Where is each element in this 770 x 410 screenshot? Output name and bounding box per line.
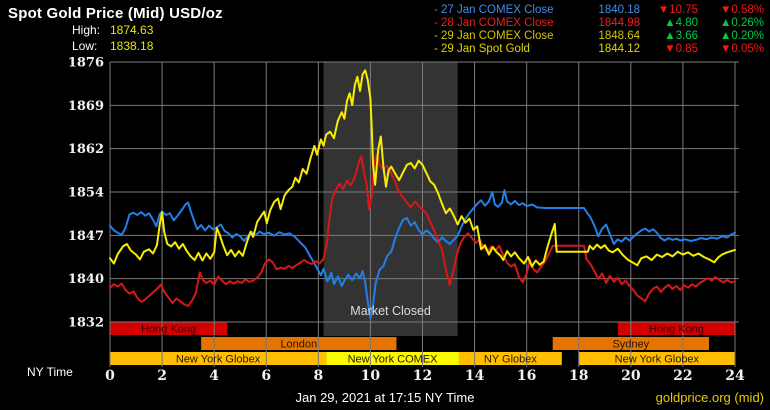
session-band (458, 352, 562, 365)
x-tick-label: 24 (725, 368, 745, 384)
session-band (617, 322, 735, 335)
legend-change: ▲4.80 (664, 17, 698, 29)
y-tick-label: 1876 (68, 56, 104, 71)
x-tick-label: 16 (517, 368, 536, 384)
legend-close-value: 1840.18 (598, 4, 640, 16)
x-tick-label: 0 (105, 368, 115, 384)
legend-row: - 27 Jan COMEX Close 1840.18 ▼10.75 ▼0.5… (434, 4, 764, 17)
legend-change-pct: ▲0.20% (720, 30, 764, 42)
high-row: High: 1874.63 (0, 23, 300, 37)
x-tick-label: 22 (673, 368, 692, 384)
legend: - 27 Jan COMEX Close 1840.18 ▼10.75 ▼0.5… (434, 4, 764, 56)
low-value: 1838.18 (110, 39, 154, 53)
session-band-label: New York Globex (176, 354, 261, 366)
timestamp: Jan 29, 2021 at 17:15 NY Time (295, 390, 475, 405)
x-tick-label: 12 (413, 368, 432, 384)
legend-close-value: 1844.12 (598, 43, 640, 55)
session-band-label: NY Globex (484, 354, 537, 366)
x-tick-label: 10 (361, 368, 381, 384)
legend-row: - 29 Jan COMEX Close 1848.64 ▲3.66 ▲0.20… (434, 30, 764, 43)
session-band (201, 337, 397, 350)
session-band-label: New York Globex (615, 354, 700, 366)
y-tick-label: 1832 (68, 316, 104, 331)
y-tick-label: 1869 (68, 99, 104, 114)
legend-series-label: - 27 Jan COMEX Close (434, 4, 554, 16)
session-band-label: Sydney (612, 339, 649, 351)
session-band (110, 352, 327, 365)
source-credit: goldprice.org (mid) (655, 390, 764, 405)
market-closed-region (323, 62, 458, 336)
low-row: Low: 1838.18 (0, 39, 300, 53)
legend-series-label: - 29 Jan COMEX Close (434, 30, 554, 42)
high-label: High: (72, 23, 101, 37)
session-band (326, 352, 459, 365)
x-tick-label: 4 (209, 368, 219, 384)
legend-change: ▼0.85 (664, 43, 698, 55)
legend-row: - 29 Jan Spot Gold 1844.12 ▼0.85 ▼0.05% (434, 43, 764, 56)
legend-row: - 28 Jan COMEX Close 1844.98 ▲4.80 ▲0.26… (434, 17, 764, 30)
x-tick-label: 2 (157, 368, 167, 384)
legend-change: ▼10.75 (657, 4, 698, 16)
session-band-label: New York COMEX (348, 354, 439, 366)
session-band-label: Hong Kong (649, 324, 704, 336)
y-tick-label: 1862 (68, 142, 104, 157)
session-band-label: London (280, 339, 317, 351)
y-tick-label: 1854 (68, 186, 104, 201)
session-band (578, 352, 735, 365)
legend-change-pct: ▲0.26% (720, 17, 764, 29)
legend-series-label: - 28 Jan COMEX Close (434, 17, 554, 29)
x-tick-label: 6 (261, 368, 271, 384)
series-line-27-jan (109, 189, 736, 320)
x-tick-label: 18 (569, 368, 588, 384)
x-tick-label: 8 (313, 368, 323, 384)
chart-title: Spot Gold Price (Mid) USD/oz (8, 5, 223, 22)
market-closed-label: Market Closed (350, 304, 431, 318)
series-line-28-jan (109, 153, 736, 307)
y-tick-label: 1840 (68, 272, 104, 287)
legend-close-value: 1844.98 (598, 17, 640, 29)
session-band-label: Hong Kong (141, 324, 196, 336)
series-line-29-jan (109, 69, 736, 268)
x-tick-label: 20 (621, 368, 641, 384)
y-tick-label: 1847 (68, 229, 104, 244)
x-tick-label: 14 (465, 368, 485, 384)
legend-change-pct: ▼0.05% (720, 43, 764, 55)
legend-series-label: - 29 Jan Spot Gold (434, 43, 530, 55)
low-label: Low: (72, 39, 98, 53)
legend-close-value: 1848.64 (598, 30, 640, 42)
legend-change-pct: ▼0.58% (720, 4, 764, 16)
high-value: 1874.63 (110, 23, 154, 37)
legend-change: ▲3.66 (664, 30, 698, 42)
session-band (110, 322, 228, 335)
x-axis-title: NY Time (27, 365, 73, 379)
